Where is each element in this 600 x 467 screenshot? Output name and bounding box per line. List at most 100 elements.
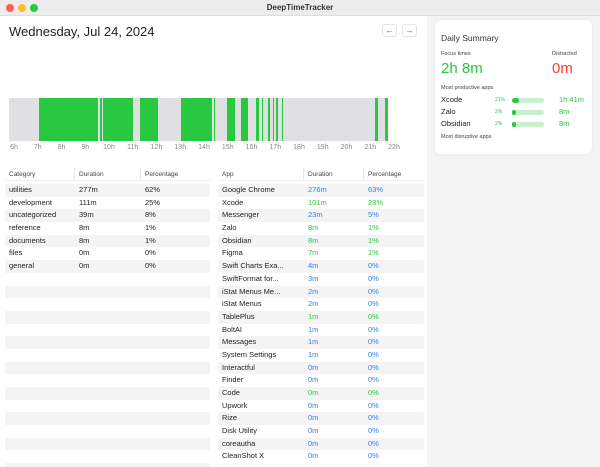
app-percentage: 0% (368, 413, 379, 423)
app-percentage: 63% (368, 185, 384, 194)
app-duration: 0m (308, 400, 319, 410)
app-row[interactable]: Interactful 0m 0% (218, 361, 424, 375)
column-header[interactable]: Percentage (368, 171, 402, 178)
column-header[interactable]: App (218, 168, 304, 180)
focus-segment (103, 98, 133, 141)
productive-app-bar-fill (512, 110, 516, 115)
productive-app-duration: 8m (559, 119, 570, 128)
app-row[interactable]: Xcode 101m 23% (218, 197, 424, 210)
category-row[interactable]: general 0m 0% (5, 260, 210, 273)
minimize-button[interactable] (18, 4, 26, 12)
category-name: general (9, 261, 35, 271)
app-name: TablePlus (222, 311, 255, 321)
category-row[interactable]: documents 8m 1% (5, 234, 210, 248)
arrow-left-icon: ← (385, 26, 394, 35)
app-percentage: 0% (368, 362, 379, 372)
focus-label: Focus times (441, 51, 471, 57)
productive-app-item: Xcode 21% 1h 41m (441, 95, 586, 106)
app-name: Xcode (222, 197, 244, 207)
productive-app-percentage: 2% (495, 121, 503, 127)
distracted-value: 0m (552, 60, 573, 77)
focus-timeline: 6h 7h 8h 9h 10h 11h 12h 13h 14h 15h 16h 17h 18h 19h 20… (0, 16, 427, 160)
app-row[interactable]: BoltAI 1m 0% (218, 324, 424, 337)
productive-app-bar-fill (512, 98, 519, 103)
app-row[interactable]: SwiftFormat for... 3m 0% (218, 273, 424, 286)
column-header[interactable]: Category (5, 168, 75, 180)
app-row[interactable]: CleanShot X 0m 0% (218, 450, 424, 463)
app-row[interactable]: Disk Utility 0m 0% (218, 425, 424, 438)
app-percentage: 0% (368, 261, 379, 271)
distracted-label: Distracted (552, 51, 577, 57)
column-header[interactable]: Percentage (145, 171, 179, 178)
app-percentage: 0% (368, 375, 379, 385)
app-row[interactable]: TablePlus 1m 0% (218, 310, 424, 324)
app-row[interactable]: coreautha 0m 0% (218, 437, 424, 451)
app-row[interactable]: System Settings 1m 0% (218, 349, 424, 362)
app-row[interactable]: Zalo 8m 1% (218, 222, 424, 235)
zoom-button[interactable] (30, 4, 38, 12)
empty-row (5, 463, 210, 467)
empty-row (5, 285, 210, 299)
category-table: Category Duration Percentage utilities 277m 6… (5, 168, 210, 467)
productive-app-duration: 8m (559, 107, 570, 116)
app-row[interactable]: Upwork 0m 0% (218, 400, 424, 413)
app-row[interactable]: Messenger 23m 5% (218, 209, 424, 223)
column-header[interactable]: Duration (75, 168, 141, 180)
previous-day-button[interactable]: ← (382, 24, 397, 37)
app-duration: 0m (308, 438, 319, 448)
category-row[interactable]: files 0m 0% (5, 247, 210, 260)
app-percentage: 0% (368, 426, 379, 436)
hour-tick-label: 16h (245, 144, 258, 151)
category-row[interactable]: development 111m 25% (5, 197, 210, 210)
productive-app-name: Obsidian (441, 119, 471, 128)
focus-segment (262, 98, 264, 141)
productive-app-percentage: 21% (495, 97, 506, 103)
empty-row (5, 425, 210, 438)
app-name: CleanShot X (222, 451, 265, 461)
column-header[interactable]: Duration (304, 168, 364, 180)
category-row[interactable]: uncategorized 39m 8% (5, 209, 210, 223)
focus-segment (275, 98, 278, 141)
app-row[interactable]: iStat Menus 2m 0% (218, 298, 424, 311)
empty-row (5, 412, 210, 426)
app-percentage: 0% (368, 451, 379, 461)
main-pane: Wednesday, Jul 24, 2024 ← → 6h 7h 8h 9h 10h 1… (0, 16, 427, 467)
app-percentage: 1% (368, 223, 379, 233)
category-name: development (9, 197, 52, 207)
app-percentage: 0% (368, 388, 379, 397)
hour-tick-label: 14h (198, 144, 210, 151)
app-row[interactable]: Obsidian 8m 1% (218, 234, 424, 248)
empty-row (5, 361, 210, 375)
app-table: App Duration Percentage Google Chrome 276m 63… (218, 168, 424, 463)
category-row[interactable]: utilities 277m 62% (5, 184, 210, 197)
focus-segment (256, 98, 259, 141)
app-name: Messages (222, 337, 257, 347)
productive-app-bar (512, 122, 544, 127)
category-row[interactable]: reference 8m 1% (5, 222, 210, 235)
app-row[interactable]: iStat Menus Me... 2m 0% (218, 285, 424, 299)
app-row[interactable]: Rize 0m 0% (218, 412, 424, 426)
app-duration: 1m (308, 349, 319, 359)
app-duration: 8m (308, 223, 319, 233)
empty-row (5, 450, 210, 463)
hour-tick-label: 12h (150, 144, 163, 151)
productive-app-name: Zalo (441, 107, 456, 116)
category-name: reference (9, 223, 41, 233)
app-percentage: 0% (368, 324, 379, 334)
app-row[interactable]: Swift Charts Exa... 4m 0% (218, 260, 424, 273)
close-button[interactable] (6, 4, 14, 12)
hour-tick-label: 15h (221, 144, 234, 151)
app-name: Interactful (222, 362, 255, 372)
focus-segment (99, 98, 102, 141)
app-row[interactable]: Finder 0m 0% (218, 374, 424, 387)
focus-segment (181, 98, 213, 141)
hour-tick-label: 13h (174, 144, 187, 151)
app-row[interactable]: Google Chrome 276m 63% (218, 184, 424, 197)
focus-segment (139, 98, 158, 141)
next-day-button[interactable]: → (402, 24, 417, 37)
app-row[interactable]: Figma 7m 1% (218, 247, 424, 260)
focus-segment (375, 98, 378, 141)
app-row[interactable]: Code 0m 0% (218, 387, 424, 400)
app-row[interactable]: Messages 1m 0% (218, 336, 424, 349)
app-percentage: 0% (368, 286, 379, 296)
